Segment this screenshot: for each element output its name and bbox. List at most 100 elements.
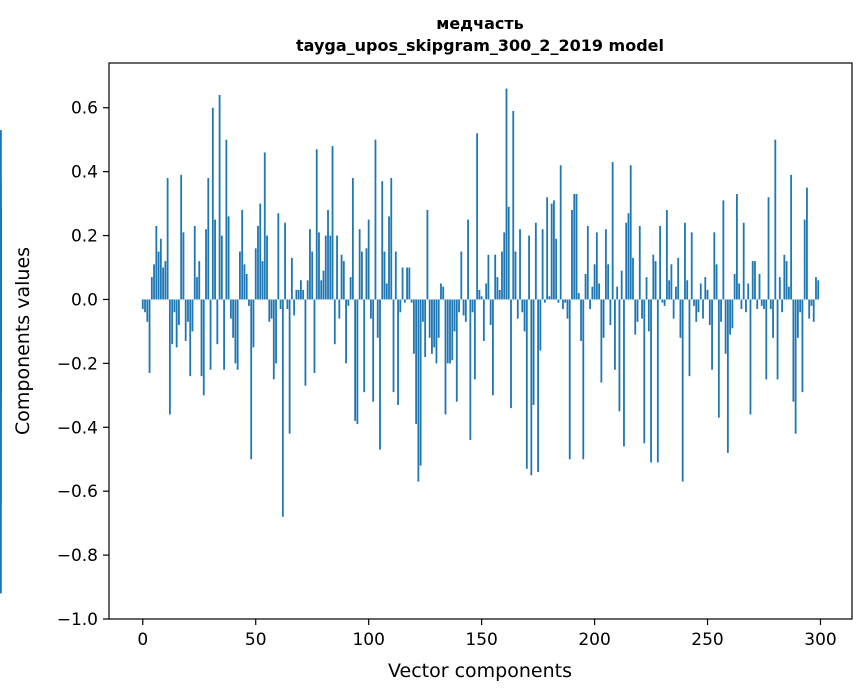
bar-53 [261,261,264,300]
bar-99 [365,248,368,300]
bar-90 [345,299,347,364]
bar-28 [205,229,207,300]
bar-105 [379,299,381,450]
bar-94 [354,299,357,421]
bar-117 [406,267,408,300]
bar-271 [754,261,756,300]
bar-299 [817,280,820,300]
bar-295 [808,299,811,319]
bar-47 [248,299,250,306]
bar-57 [270,299,273,319]
bar-51 [257,225,259,300]
bar-132 [440,283,442,300]
bar-7 [157,251,160,300]
bar-242 [688,299,691,377]
y-tick-label: 0.4 [71,163,98,183]
bar-123 [419,299,422,466]
bar-144 [467,219,469,300]
bar-292 [801,299,804,393]
bar-177 [541,229,544,300]
bar-77 [315,149,318,300]
bar-87 [338,299,341,319]
bar-67 [293,299,296,316]
bar-96 [358,229,361,300]
bar-39 [229,299,232,319]
bar-293 [803,219,806,300]
bar-81 [324,235,327,300]
bar-129 [433,299,436,348]
bar-74 [309,229,311,300]
bar-279 [772,299,774,338]
bar-109 [388,216,390,300]
bar-179 [546,197,549,300]
bar-6 [155,225,158,300]
bar-178 [543,299,546,303]
bar-226 [652,254,655,300]
bar-229 [659,225,661,300]
bar-49 [252,299,255,348]
bar-149 [478,289,481,300]
bar-147 [473,299,476,380]
bar-208 [611,162,614,300]
bar-223 [645,277,648,300]
bar-15 [175,299,178,348]
bar-11 [166,178,169,300]
y-tick-label: −1.0 [57,610,98,630]
bar-220 [638,225,641,300]
bar-0 [141,299,144,310]
bar-251 [708,299,711,326]
bar-216 [629,165,632,300]
bar-9 [162,267,165,300]
bar-100 [367,219,370,300]
bar-17 [180,174,183,300]
bar-34 [218,94,221,300]
bar-52 [259,203,262,300]
bar-97 [361,251,363,300]
bar-152 [485,283,488,300]
bar-215 [627,213,630,300]
bar-225 [650,299,652,463]
bar-222 [643,299,646,444]
bar-61 [279,299,282,310]
x-tick-label: 300 [804,630,836,650]
bar-175 [537,299,540,473]
bar-62 [281,299,284,517]
bar-286 [787,286,790,300]
y-axis-ticks: −1.0 −0.8 −0.6 −0.4 −0.2 0.0 0.2 0.4 0.6 [57,99,109,630]
bar-240 [684,222,686,300]
bar-258 [724,299,727,354]
bar-101 [370,299,372,319]
bar-289 [794,299,797,434]
bar-217 [632,257,634,300]
bar-237 [677,257,680,300]
bar-45 [243,264,246,300]
bar-227 [654,261,657,300]
y-tick-label: −0.2 [57,354,98,374]
bar-218 [634,299,637,335]
bar-209 [614,299,616,370]
bar-193 [577,293,580,300]
bar-139 [455,299,458,402]
bar-92 [349,277,352,300]
bar-291 [799,299,802,313]
bar-128 [431,299,433,354]
bar-104 [376,299,379,338]
bar-98 [363,299,366,393]
bar-298 [815,277,817,300]
bar-188 [566,299,569,319]
bar-83 [329,235,332,300]
bar-297 [812,299,815,322]
bar-232 [665,209,668,300]
x-tick-label: 0 [137,630,148,650]
y-tick-label: −0.8 [57,546,98,566]
bar-133 [442,286,445,300]
bar-278 [769,299,772,310]
x-tick-label: 150 [465,630,497,650]
bar-130 [435,299,438,364]
bar-37 [225,139,228,300]
bar-290 [796,299,799,338]
bar-102 [372,299,375,402]
bar-23 [193,225,196,300]
bar-141 [460,251,463,300]
bar-114 [399,299,402,313]
